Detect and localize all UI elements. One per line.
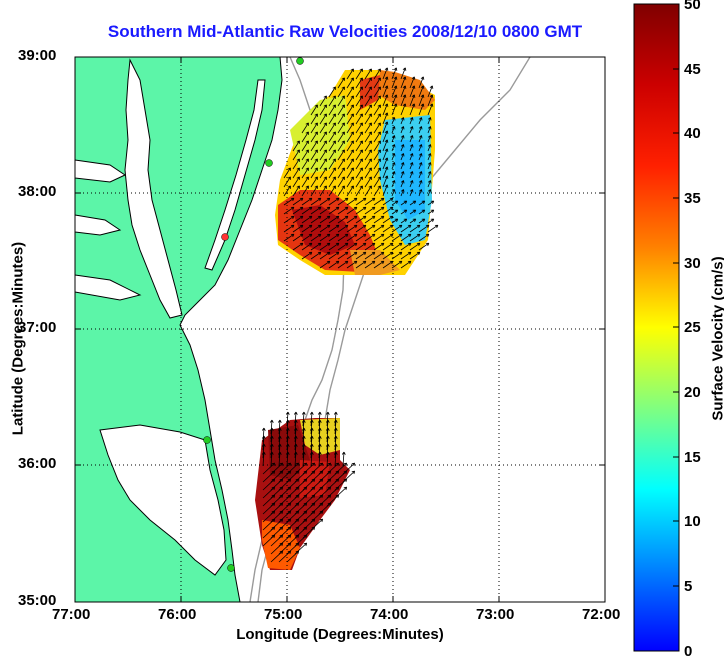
colorbar-tick-label: 45 — [684, 61, 701, 78]
station-marker — [222, 234, 229, 241]
colorbar-tick-label: 10 — [684, 513, 701, 530]
station-marker — [266, 160, 273, 167]
colorbar-tick-label: 35 — [684, 190, 701, 207]
colorbar-tick-label: 0 — [684, 643, 692, 660]
y-tick-label: 38:00 — [18, 183, 56, 200]
x-tick-label: 72:00 — [582, 606, 620, 623]
station-marker — [297, 58, 304, 65]
colorbar-tick-label: 40 — [684, 125, 701, 142]
x-tick-label: 74:00 — [370, 606, 408, 623]
colorbar-tick-label: 25 — [684, 319, 701, 336]
colorbar-tick-label: 15 — [684, 449, 701, 466]
x-axis-label: Longitude (Degrees:Minutes) — [75, 626, 605, 643]
colorbar-tick-label: 5 — [684, 578, 692, 595]
x-tick-label: 77:00 — [52, 606, 90, 623]
colorbar-tick-label: 30 — [684, 255, 701, 272]
colorbar-tick-label: 20 — [684, 384, 701, 401]
y-tick-label: 35:00 — [18, 592, 56, 609]
y-axis-label: Latitude (Degrees:Minutes) — [10, 209, 27, 469]
x-tick-label: 73:00 — [476, 606, 514, 623]
x-tick-label: 75:00 — [264, 606, 302, 623]
colorbar-label: Surface Velocity (cm/s) — [710, 219, 724, 459]
y-tick-label: 39:00 — [18, 47, 56, 64]
station-marker — [228, 565, 235, 572]
x-tick-label: 76:00 — [158, 606, 196, 623]
station-marker — [204, 437, 211, 444]
colorbar — [634, 4, 679, 651]
velocity-arrow — [428, 225, 438, 232]
colorbar-tick-label: 50 — [684, 0, 701, 13]
